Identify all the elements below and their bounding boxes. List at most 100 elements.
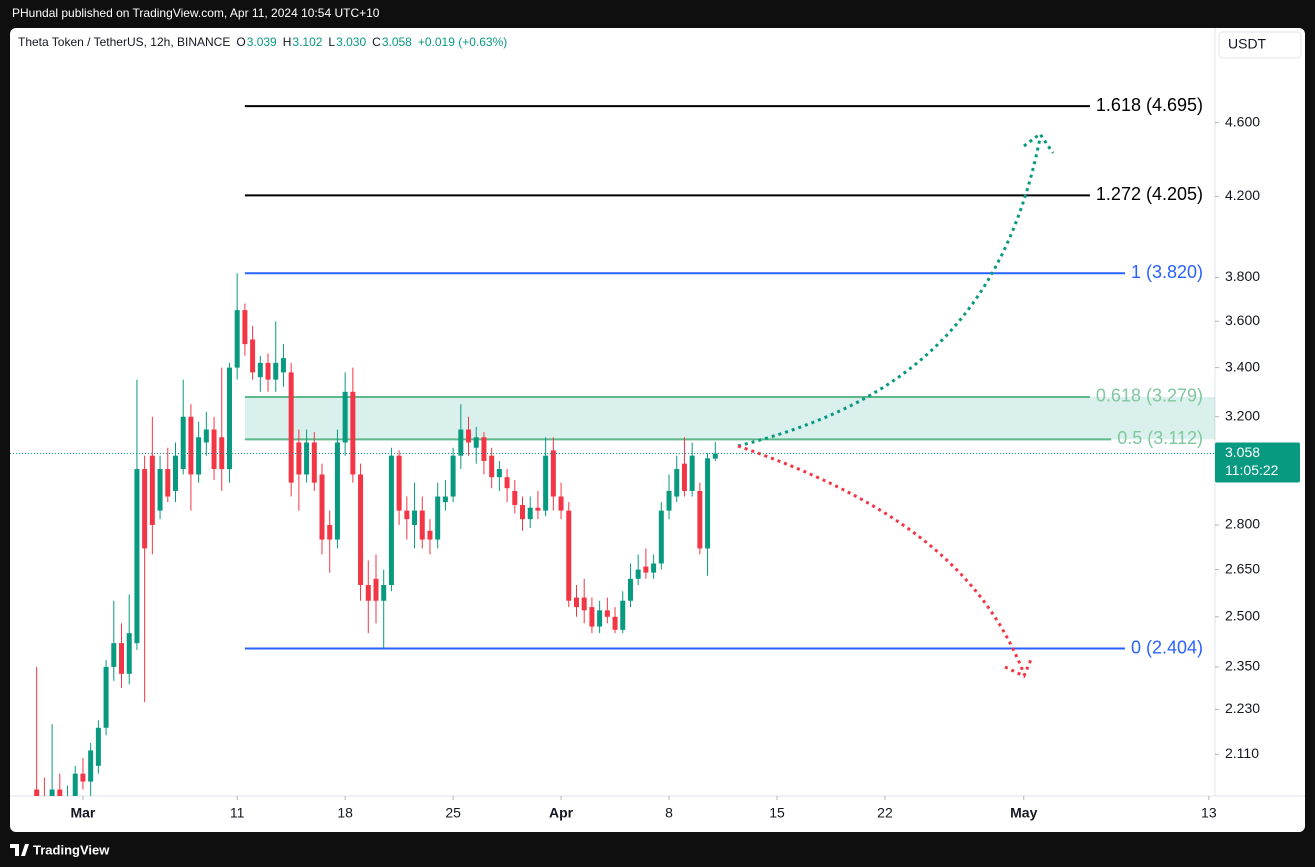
candle-body: [34, 789, 40, 796]
candle-body: [165, 469, 171, 497]
candle-body: [373, 578, 379, 601]
up-arrow-head: [1023, 131, 1055, 154]
candle-body: [396, 455, 402, 511]
publisher: PHundal published on TradingView.com, Ap…: [12, 6, 380, 20]
candle-body: [134, 469, 140, 644]
candle-body: [450, 455, 456, 497]
candle-body: [566, 510, 572, 601]
candle-body: [589, 607, 595, 627]
candle-body: [643, 566, 649, 573]
candle-body: [412, 510, 418, 525]
y-tick-label: 2.500: [1225, 607, 1260, 623]
candle-body: [219, 437, 225, 470]
candle-body: [172, 455, 178, 491]
candle-body: [512, 490, 518, 505]
fib-label: 1.618 (4.695): [1096, 95, 1203, 115]
candle-body: [543, 455, 549, 511]
candle-body: [350, 391, 356, 475]
candle-body: [234, 310, 240, 368]
y-tick-label: 2.650: [1225, 560, 1260, 576]
candle-body: [188, 416, 194, 475]
brand: TradingView: [33, 842, 110, 857]
plot: [34, 105, 1215, 796]
fib-label: 1 (3.820): [1131, 262, 1203, 282]
candle-body: [604, 610, 610, 617]
candle-body: [311, 442, 317, 483]
candle-body: [327, 524, 333, 540]
last-price-tag: [1215, 442, 1300, 483]
legend-item: 3.030: [336, 35, 366, 49]
candle-body: [658, 510, 664, 564]
y-tick-label: 3.200: [1225, 407, 1260, 423]
fib-label: 0 (2.404): [1131, 637, 1203, 657]
candle-body: [242, 310, 248, 345]
candle-body: [103, 666, 109, 728]
candle-body: [666, 490, 672, 511]
x-tick-label: 8: [665, 805, 673, 821]
last-price-label: 3.058: [1225, 444, 1260, 460]
candle-body: [651, 563, 657, 573]
candle-body: [496, 469, 502, 478]
x-tick-label: 15: [769, 805, 785, 821]
candle-body: [196, 437, 202, 475]
candle-body: [404, 510, 410, 520]
candle-body: [520, 504, 526, 520]
candle-body: [620, 600, 626, 630]
footer: TradingView: [10, 842, 110, 857]
candle-body: [381, 585, 387, 601]
x-tick-label: 11: [230, 805, 245, 821]
x-tick-label: 13: [1201, 805, 1217, 821]
legend-item: +0.019 (+0.63%): [418, 35, 507, 49]
candle-body: [481, 437, 487, 461]
down-arrow: [737, 444, 1026, 675]
candle-body: [681, 463, 687, 491]
candle-body: [95, 727, 101, 766]
currency-box[interactable]: [1218, 31, 1302, 59]
legend-item: L: [328, 35, 335, 49]
y-tick-label: 3.400: [1225, 358, 1260, 374]
candle-body: [535, 507, 541, 511]
candle-body: [49, 789, 55, 796]
candle-body: [88, 750, 94, 782]
candle-body: [296, 442, 302, 475]
legend-item: 3.058: [382, 35, 412, 49]
fib-label: 0.618 (3.279): [1096, 386, 1203, 406]
chart-panel: [10, 28, 1305, 832]
candle-body: [142, 469, 148, 549]
candle-body: [558, 496, 564, 511]
candle-body: [705, 458, 711, 549]
candle-body: [635, 569, 641, 579]
candle-body: [442, 496, 448, 503]
candle-body: [319, 474, 325, 540]
candle-body: [527, 507, 533, 520]
candle-body: [388, 455, 394, 586]
candle-body: [280, 358, 286, 373]
candle-body: [226, 367, 232, 470]
candle-body: [265, 362, 271, 380]
candle-body: [126, 633, 132, 674]
y-tick-label: 3.600: [1225, 312, 1260, 328]
candle-body: [273, 362, 279, 380]
currency[interactable]: USDT: [1228, 36, 1267, 52]
legend-item: C: [372, 35, 381, 49]
y-tick-label: 2.110: [1225, 745, 1259, 761]
candle-body: [573, 597, 579, 608]
x-tick-label: 18: [337, 805, 353, 821]
candle-body: [489, 455, 495, 478]
candle-body: [419, 510, 425, 540]
x-tick-label: 25: [445, 805, 461, 821]
y-tick-label: 4.200: [1225, 187, 1260, 203]
fib-label: 1.272 (4.205): [1096, 184, 1203, 204]
candle-body: [149, 455, 155, 525]
candle-body: [427, 530, 433, 540]
candle-body: [211, 429, 217, 470]
fib-band: [244, 396, 1215, 440]
candle-body: [203, 429, 209, 443]
candle-body: [57, 789, 63, 796]
candle-body: [72, 773, 78, 796]
legend-item: O: [236, 35, 245, 49]
brand-logo: [10, 844, 29, 856]
down-arrow-head: [1004, 656, 1034, 679]
candle-body: [435, 496, 441, 540]
